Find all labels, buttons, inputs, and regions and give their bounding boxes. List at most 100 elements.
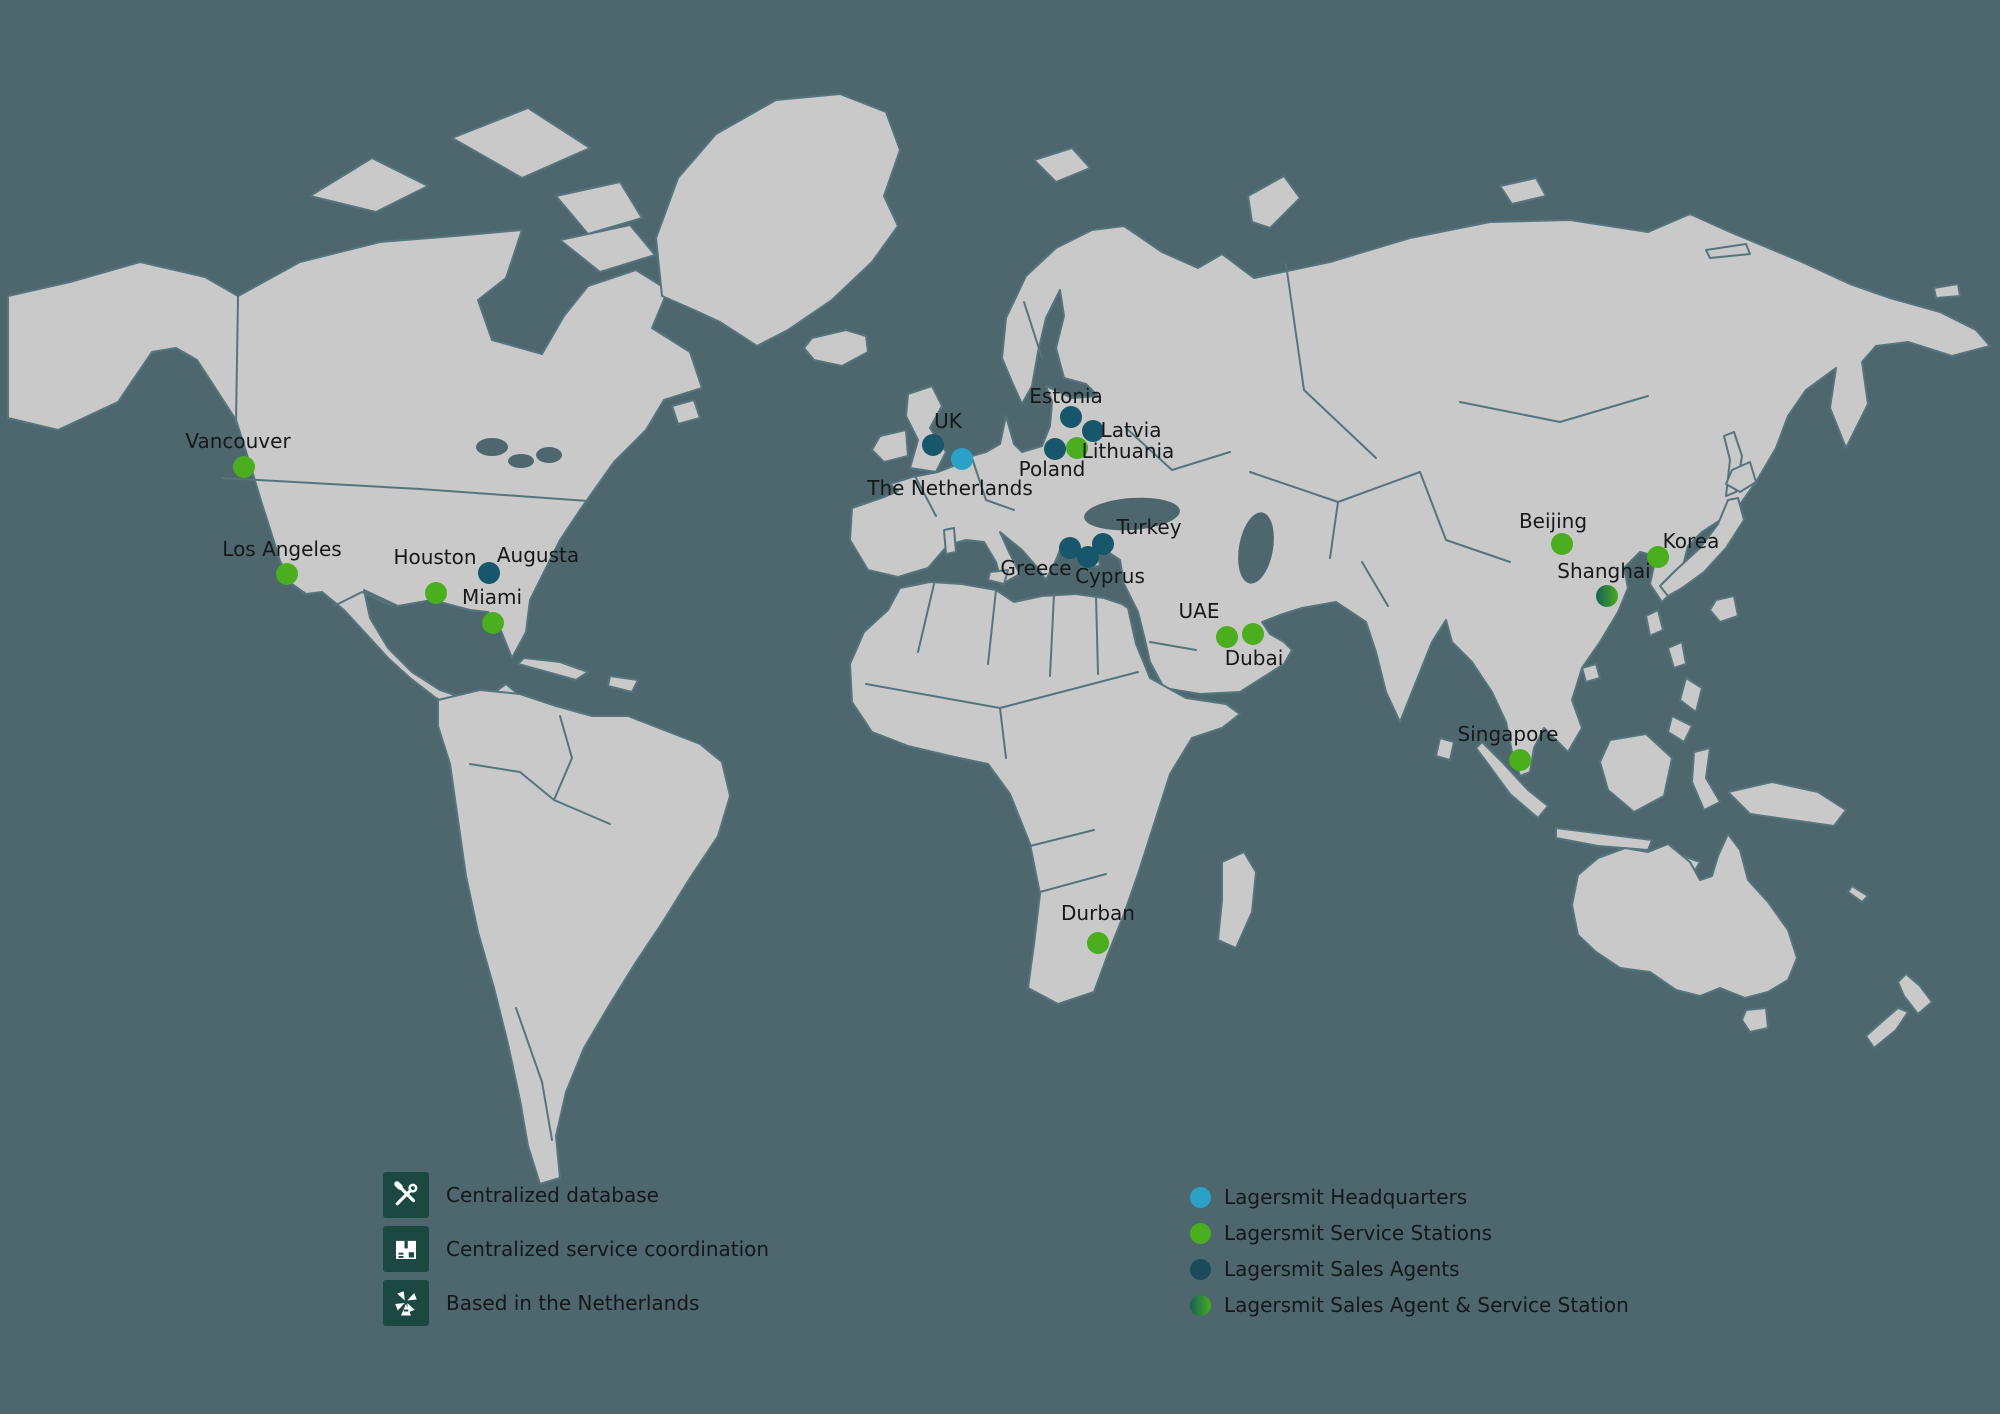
landmass-tasmania xyxy=(1741,1007,1769,1033)
landmass-arctic-island xyxy=(559,224,656,273)
legend-item-centralized-service-coordination: Centralized service coordination xyxy=(383,1226,769,1272)
service-station-dot-icon xyxy=(1190,1222,1211,1244)
map-label-korea: Korea xyxy=(1662,529,1720,553)
landmass-new-zealand-north xyxy=(1897,973,1933,1015)
landmass-wrangel xyxy=(1933,283,1961,299)
map-label-beijing: Beijing xyxy=(1518,509,1588,533)
map-marker-los-angeles xyxy=(276,563,298,585)
black-sea xyxy=(1084,497,1180,531)
map-label-singapore: Singapore xyxy=(1457,722,1559,746)
map-marker-latvia xyxy=(1082,420,1104,442)
landmass-new-zealand-south xyxy=(1865,1007,1909,1049)
landmass-philippines xyxy=(1679,677,1703,713)
map-label-uk: UK xyxy=(934,409,962,433)
landmass-arctic-island xyxy=(309,157,429,213)
map-label-the-netherlands: The Netherlands xyxy=(867,476,1033,500)
map-marker-augusta xyxy=(478,562,500,584)
legend-item-sales-agents: Lagersmit Sales Agents xyxy=(1190,1257,1629,1281)
landmass-borneo xyxy=(1599,733,1673,813)
map-marker-estonia xyxy=(1060,406,1082,428)
landmass-hokkaido xyxy=(1725,461,1757,493)
map-label-turkey: Turkey xyxy=(1116,515,1182,539)
landmass-ireland xyxy=(871,429,909,463)
landmass-philippines xyxy=(1667,715,1693,743)
map-marker-beijing xyxy=(1551,533,1573,555)
map-marker-uk xyxy=(922,434,944,456)
landmass-newfoundland xyxy=(671,399,701,425)
legend-label: Lagersmit Sales Agents xyxy=(1224,1257,1460,1281)
landmass-sulawesi xyxy=(1691,747,1721,811)
map-marker-turkey xyxy=(1092,533,1114,555)
tools-icon xyxy=(383,1172,429,1218)
map-label-dubai: Dubai xyxy=(1224,646,1284,670)
inland-seas xyxy=(476,438,1274,584)
map-label-lithuania: Lithuania xyxy=(1081,439,1175,463)
landmass-greenland xyxy=(655,93,901,347)
great-lake xyxy=(508,454,534,468)
country-borders xyxy=(221,263,1649,1141)
map-label-estonia: Estonia xyxy=(1029,384,1103,408)
map-marker-shanghai xyxy=(1596,585,1618,607)
legend-item-based-in-netherlands: Based in the Netherlands xyxy=(383,1280,769,1326)
legend-item-centralized-database: Centralized database xyxy=(383,1172,769,1218)
map-marker-the-netherlands xyxy=(951,448,973,470)
map-marker-vancouver xyxy=(233,456,255,478)
landmass-cuba xyxy=(517,657,589,681)
landmass-hainan xyxy=(1581,663,1601,683)
landmass-philippines xyxy=(1667,641,1687,669)
landmass-iceland xyxy=(803,329,869,367)
legend-item-service-stations: Lagersmit Service Stations xyxy=(1190,1221,1629,1245)
landmass-australia xyxy=(1571,833,1798,999)
landmass-novaya-zemlya xyxy=(1247,175,1301,229)
landmass-arctic-island xyxy=(451,107,591,179)
landmass-kyushu xyxy=(1709,595,1739,623)
landmass-sicily xyxy=(987,569,1009,585)
box-icon xyxy=(383,1226,429,1272)
landmass-sri-lanka xyxy=(1435,737,1455,761)
map-label-shanghai: Shanghai xyxy=(1557,559,1651,583)
landmass-arctic-island xyxy=(1705,243,1751,259)
legend-label: Lagersmit Headquarters xyxy=(1224,1185,1468,1209)
map-marker-korea xyxy=(1647,546,1669,568)
windmill-icon xyxy=(383,1280,429,1326)
caspian-sea xyxy=(1238,512,1274,584)
map-label-poland: Poland xyxy=(1018,457,1086,481)
map-label-uae: UAE xyxy=(1178,599,1220,623)
map-label-latvia: Latvia xyxy=(1100,418,1162,442)
landmass-new-guinea xyxy=(1727,781,1847,827)
map-marker-singapore xyxy=(1509,749,1531,771)
legend-label: Centralized database xyxy=(446,1183,659,1207)
legend-capabilities: Centralized database Centralized service… xyxy=(383,1172,769,1326)
landmass-africa xyxy=(849,581,1241,1005)
landmass-arctic-island xyxy=(555,181,643,235)
map-label-augusta: Augusta xyxy=(496,543,580,567)
map-marker-lithuania xyxy=(1066,437,1088,459)
map-marker-miami xyxy=(482,612,504,634)
landmass-madagascar xyxy=(1217,851,1257,949)
map-label-durban: Durban xyxy=(1061,901,1135,925)
map-label-cyprus: Cyprus xyxy=(1075,564,1145,588)
map-label-los-angeles: Los Angeles xyxy=(222,537,342,561)
map-marker-greece xyxy=(1059,537,1081,559)
map-marker-durban xyxy=(1087,932,1109,954)
great-lake xyxy=(476,438,508,456)
map-marker-houston xyxy=(425,582,447,604)
map-marker-uae xyxy=(1216,626,1238,648)
legend-item-headquarters: Lagersmit Headquarters xyxy=(1190,1185,1629,1209)
sales-agent-service-station-dot-icon xyxy=(1190,1294,1211,1316)
landmass-new-caledonia xyxy=(1847,885,1869,903)
map-label-miami: Miami xyxy=(461,585,523,609)
landmass-java xyxy=(1555,827,1653,851)
legend-marker-types: Lagersmit Headquarters Lagersmit Service… xyxy=(1190,1185,1629,1317)
map-marker-poland xyxy=(1044,438,1066,460)
landmass-sumatra xyxy=(1475,741,1549,819)
landmass-south-america xyxy=(437,689,731,1185)
sales-agent-dot-icon xyxy=(1190,1258,1211,1280)
landmass-svalbard xyxy=(1033,147,1091,183)
landmass-hispaniola xyxy=(607,675,639,693)
legend-label: Lagersmit Service Stations xyxy=(1224,1221,1493,1245)
legend-label: Based in the Netherlands xyxy=(446,1291,700,1315)
map-marker-cyprus xyxy=(1077,546,1099,568)
